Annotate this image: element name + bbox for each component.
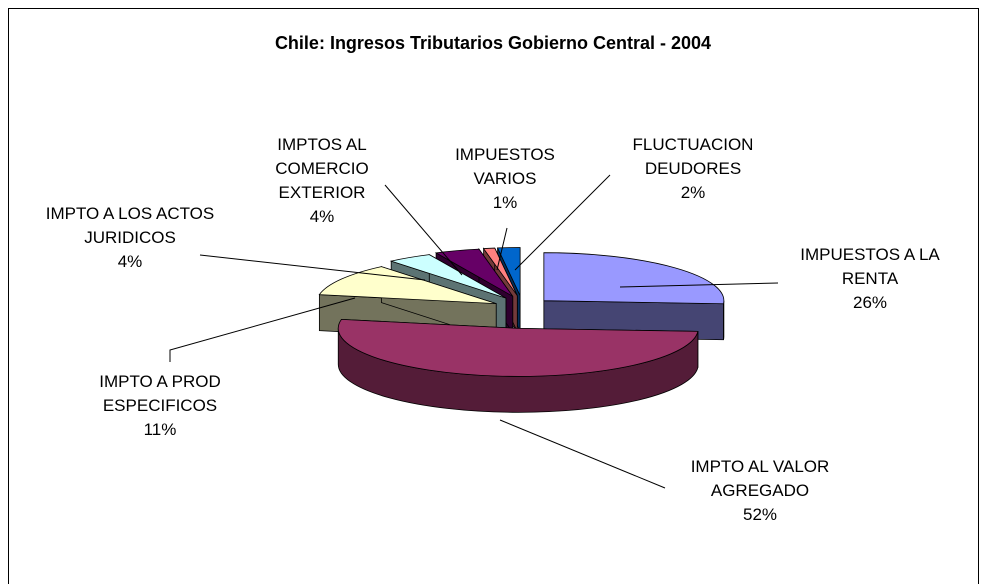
data-label: IMPUESTOS VARIOS 1% (430, 143, 580, 215)
slice-name: IMPUESTOS A LA RENTA (800, 245, 940, 288)
slice-name: FLUCTUACION DEUDORES (632, 135, 754, 178)
slice-name: IMPUESTOS VARIOS (455, 145, 555, 188)
slice-top (318, 266, 497, 304)
slice-name: IMPTO A LOS ACTOS JURIDICOS (45, 204, 215, 247)
slice-percent: 26% (852, 293, 888, 312)
slice-top (337, 318, 699, 377)
slice-percent: 11% (143, 420, 177, 439)
slice-name: IMPTO A PROD ESPECIFICOS (99, 372, 221, 415)
data-label: IMPUESTOS A LA RENTA 26% (775, 243, 965, 315)
slice-name: IMPTO AL VALOR AGREGADO (690, 457, 830, 500)
leader-line (496, 227, 508, 271)
slice-percent: 52% (742, 505, 778, 524)
slice-percent: 4% (117, 252, 143, 271)
data-label: IMPTO AL VALOR AGREGADO 52% (640, 455, 880, 527)
slice-top (389, 254, 507, 299)
leader-line (199, 254, 426, 281)
slice-top (434, 248, 514, 297)
data-label: IMPTOS AL COMERCIO EXTERIOR 4% (242, 133, 402, 229)
leader-line (384, 184, 463, 276)
slice-name: IMPTOS AL COMERCIO EXTERIOR (275, 135, 369, 202)
slice-percent: 1% (492, 193, 518, 212)
slice (337, 318, 699, 413)
data-label: IMPTO A PROD ESPECIFICOS 11% (60, 370, 260, 442)
slice-top (482, 247, 518, 296)
slice-percent: 4% (309, 207, 335, 226)
slice-top (496, 247, 521, 296)
data-label: IMPTO A LOS ACTOS JURIDICOS 4% (40, 202, 220, 274)
leader-line (619, 282, 779, 288)
leader-line (169, 297, 356, 362)
slice-top (543, 252, 725, 305)
leader-line (514, 174, 611, 271)
data-label: FLUCTUACION DEUDORES 2% (598, 133, 788, 205)
slice-percent: 2% (680, 183, 706, 202)
chart-title: Chile: Ingresos Tributarios Gobierno Cen… (274, 33, 712, 53)
leader-line (499, 419, 666, 489)
